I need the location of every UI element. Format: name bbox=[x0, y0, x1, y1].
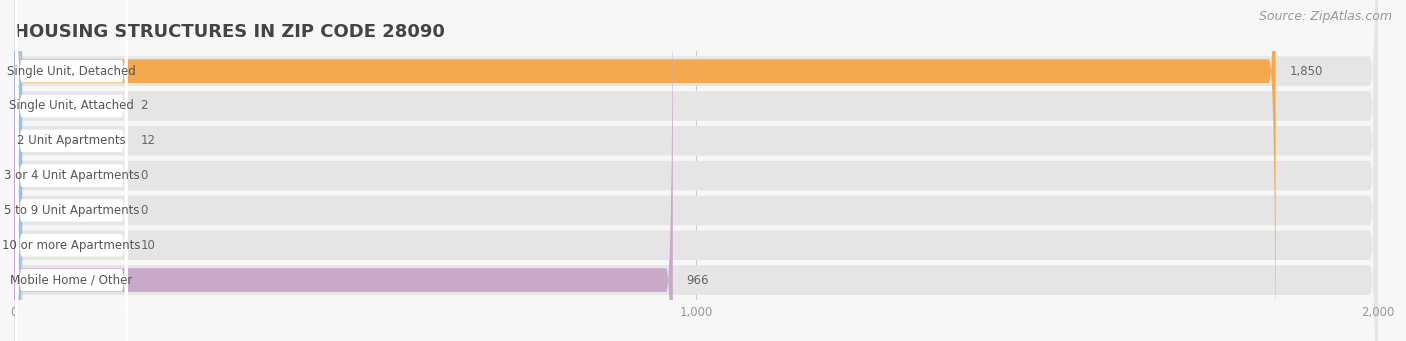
FancyBboxPatch shape bbox=[13, 0, 21, 341]
Text: 10: 10 bbox=[141, 239, 155, 252]
Text: Single Unit, Attached: Single Unit, Attached bbox=[10, 100, 134, 113]
Text: 0: 0 bbox=[141, 169, 148, 182]
FancyBboxPatch shape bbox=[14, 0, 673, 341]
FancyBboxPatch shape bbox=[14, 0, 1378, 341]
Text: 5 to 9 Unit Apartments: 5 to 9 Unit Apartments bbox=[4, 204, 139, 217]
Text: Mobile Home / Other: Mobile Home / Other bbox=[10, 273, 134, 286]
FancyBboxPatch shape bbox=[14, 0, 1275, 341]
FancyBboxPatch shape bbox=[15, 0, 128, 341]
FancyBboxPatch shape bbox=[15, 0, 128, 341]
Text: 2: 2 bbox=[141, 100, 148, 113]
FancyBboxPatch shape bbox=[15, 0, 128, 341]
Text: 2 Unit Apartments: 2 Unit Apartments bbox=[17, 134, 127, 147]
FancyBboxPatch shape bbox=[15, 0, 128, 341]
FancyBboxPatch shape bbox=[13, 0, 21, 341]
Text: Single Unit, Detached: Single Unit, Detached bbox=[7, 65, 136, 78]
Text: 0: 0 bbox=[141, 204, 148, 217]
FancyBboxPatch shape bbox=[15, 0, 128, 341]
Text: HOUSING STRUCTURES IN ZIP CODE 28090: HOUSING STRUCTURES IN ZIP CODE 28090 bbox=[14, 23, 444, 41]
FancyBboxPatch shape bbox=[14, 0, 1378, 341]
Text: 3 or 4 Unit Apartments: 3 or 4 Unit Apartments bbox=[4, 169, 139, 182]
FancyBboxPatch shape bbox=[14, 0, 1378, 341]
FancyBboxPatch shape bbox=[14, 0, 1378, 341]
FancyBboxPatch shape bbox=[15, 0, 128, 341]
Text: 10 or more Apartments: 10 or more Apartments bbox=[3, 239, 141, 252]
FancyBboxPatch shape bbox=[15, 0, 128, 341]
Text: 966: 966 bbox=[686, 273, 709, 286]
FancyBboxPatch shape bbox=[14, 0, 1378, 341]
FancyBboxPatch shape bbox=[14, 0, 1378, 341]
Text: Source: ZipAtlas.com: Source: ZipAtlas.com bbox=[1258, 10, 1392, 23]
FancyBboxPatch shape bbox=[13, 0, 21, 341]
Text: 12: 12 bbox=[141, 134, 155, 147]
Text: 1,850: 1,850 bbox=[1289, 65, 1323, 78]
FancyBboxPatch shape bbox=[14, 0, 1378, 341]
FancyBboxPatch shape bbox=[14, 0, 21, 341]
FancyBboxPatch shape bbox=[14, 0, 22, 341]
